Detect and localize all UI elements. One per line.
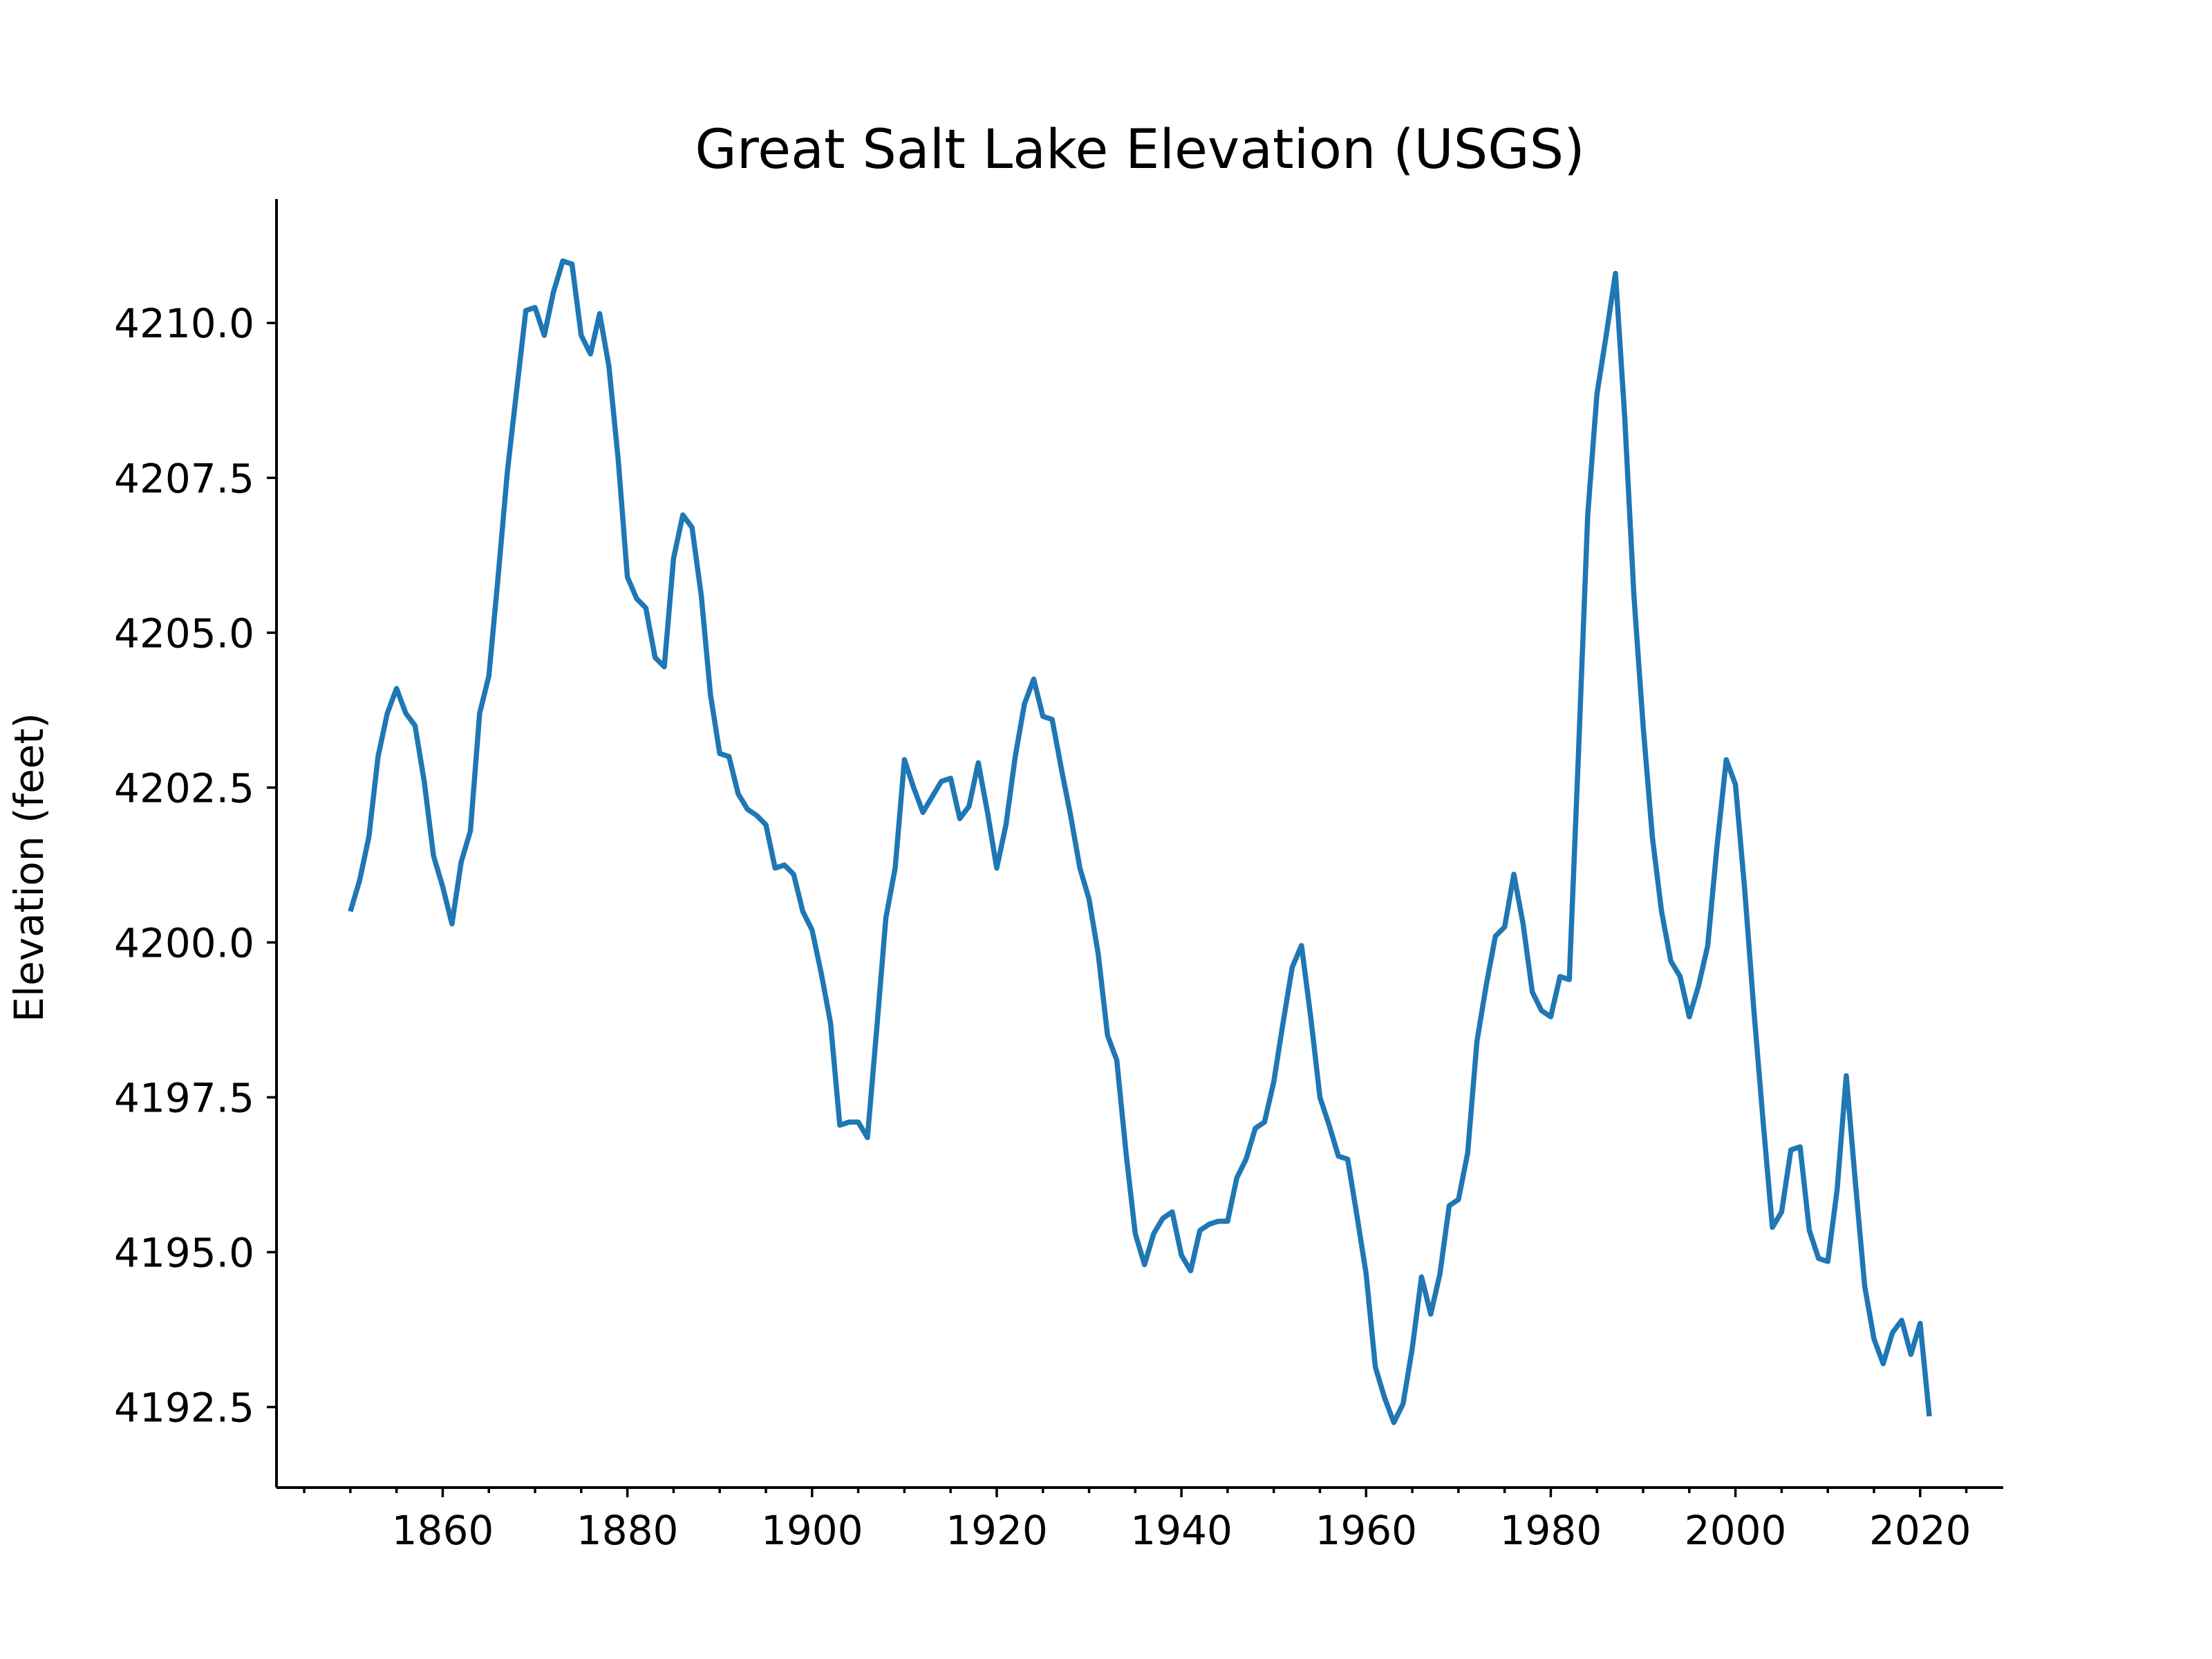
x-tick-label: 1920 [946,1507,1048,1554]
x-tick-label: 1900 [761,1507,863,1554]
y-axis-label: Elevation (feet) [6,713,53,1022]
x-tick-label: 2020 [1869,1507,1971,1554]
y-tick-label: 4195.0 [114,1229,254,1276]
y-tick-label: 4207.5 [114,455,254,502]
x-tick-label: 1880 [577,1507,679,1554]
y-tick-label: 4202.5 [114,765,254,812]
x-tick-label: 1960 [1315,1507,1417,1554]
series-group [348,258,1932,1425]
series-line [348,258,1932,1425]
x-tick-label: 1980 [1500,1507,1602,1554]
y-tick-label: 4200.0 [114,919,254,966]
y-tick-label: 4197.5 [114,1074,254,1121]
y-axis-ticks: 4192.5 4195.0 4197.5 4200.0 4202.5 4205.0 4207… [114,300,276,1432]
y-tick-label: 4210.0 [114,300,254,347]
y-tick-label: 4205.0 [114,610,254,657]
x-tick-label: 1940 [1130,1507,1232,1554]
x-tick-label: 1860 [392,1507,494,1554]
x-axis-ticks: 1860 1880 1900 1920 1940 1960 1980 2000 2020 [303,1488,1971,1554]
x-tick-label: 2000 [1685,1507,1787,1554]
y-tick-label: 4192.5 [114,1385,254,1432]
chart-title: Great Salt Lake Elevation (USGS) [695,119,1584,181]
